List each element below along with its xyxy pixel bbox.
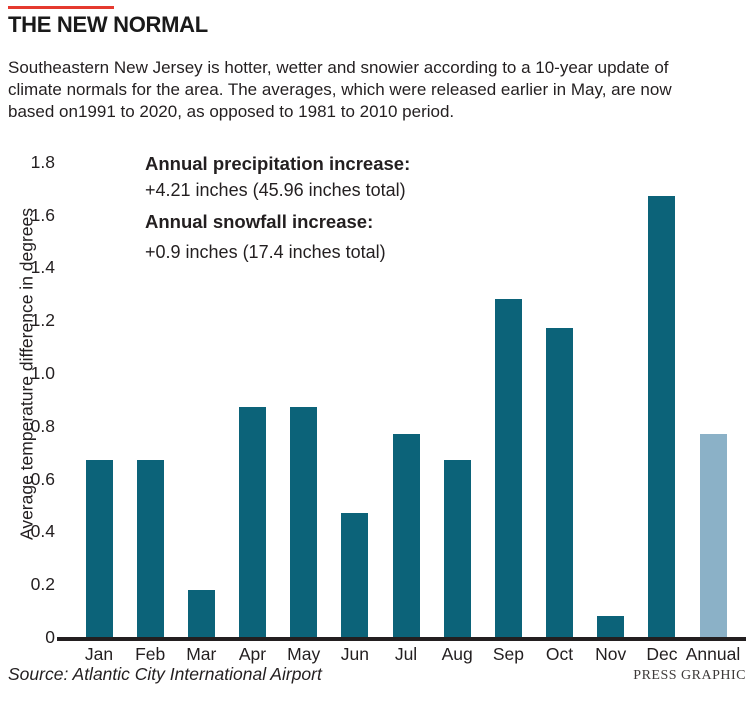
x-axis-label-nov: Nov — [595, 644, 627, 664]
snowfall-annotation-value: +0.9 inches (17.4 inches total) — [145, 242, 386, 262]
bar-jan — [85, 460, 113, 637]
intro-line-1: Southeastern New Jersey is hotter, wette… — [8, 58, 669, 77]
x-axis-line — [57, 637, 746, 641]
x-axis-label-dec: Dec — [646, 644, 678, 664]
x-axis-label-mar: Mar — [186, 644, 217, 664]
y-axis-tick-0: 0 — [45, 627, 55, 647]
x-axis-label-jul: Jul — [394, 644, 418, 664]
bar-sep — [494, 299, 522, 637]
bar-dec — [648, 196, 676, 637]
x-axis-label-sep: Sep — [492, 644, 524, 664]
x-axis-label-oct: Oct — [545, 644, 574, 664]
x-axis-label-aug: Aug — [441, 644, 473, 664]
x-axis-label-apr: Apr — [238, 644, 267, 664]
y-axis-tick-1.8: 1.8 — [30, 151, 55, 172]
y-axis-tick-1.2: 1.2 — [30, 310, 55, 331]
y-axis-tick-0.8: 0.8 — [30, 415, 55, 436]
accent-line — [8, 6, 114, 9]
bar-feb — [136, 460, 164, 637]
bar-mar — [187, 589, 215, 637]
bar-jul — [392, 433, 420, 637]
press-graphic-credit: PRESS GRAPHIC — [633, 668, 746, 683]
source-credit: Source: Atlantic City International Airp… — [8, 664, 322, 684]
x-axis-label-annual: Annual — [685, 644, 741, 664]
intro-text: Southeastern New Jersey is hotter, wette… — [8, 57, 750, 123]
y-axis-tick-0.6: 0.6 — [30, 468, 55, 489]
chart-annotation: Annual precipitation increase: +4.21 inc… — [145, 151, 410, 265]
y-axis-tick-1.4: 1.4 — [30, 257, 55, 278]
y-axis-tick-0.2: 0.2 — [30, 574, 55, 595]
bar-oct — [546, 328, 573, 637]
x-axis-label-may: May — [287, 644, 321, 664]
x-axis-label-feb: Feb — [135, 644, 166, 664]
bar-aug — [443, 460, 471, 637]
intro-line-3: based on1991 to 2020, as opposed to 1981… — [8, 102, 455, 121]
bar-may — [290, 407, 318, 637]
intro-line-2: climate normals for the area. The averag… — [8, 80, 672, 99]
x-axis-label-jan: Jan — [84, 644, 114, 664]
y-axis-tick-0.4: 0.4 — [30, 521, 55, 542]
y-axis-tick-1.6: 1.6 — [30, 204, 55, 225]
bar-apr — [239, 407, 266, 637]
bar-jun — [341, 512, 369, 637]
y-axis-tick-1.0: 1.0 — [30, 363, 55, 383]
page-title: THE NEW NORMAL — [8, 12, 208, 37]
bar-annual — [699, 433, 727, 637]
precipitation-annotation-value: +4.21 inches (45.96 inches total) — [145, 180, 406, 200]
precipitation-annotation-label: Annual precipitation increase: — [145, 153, 411, 174]
x-axis-label-jun: Jun — [340, 644, 369, 664]
snowfall-annotation-label: Annual snowfall increase: — [145, 211, 374, 232]
bar-nov — [597, 615, 625, 637]
